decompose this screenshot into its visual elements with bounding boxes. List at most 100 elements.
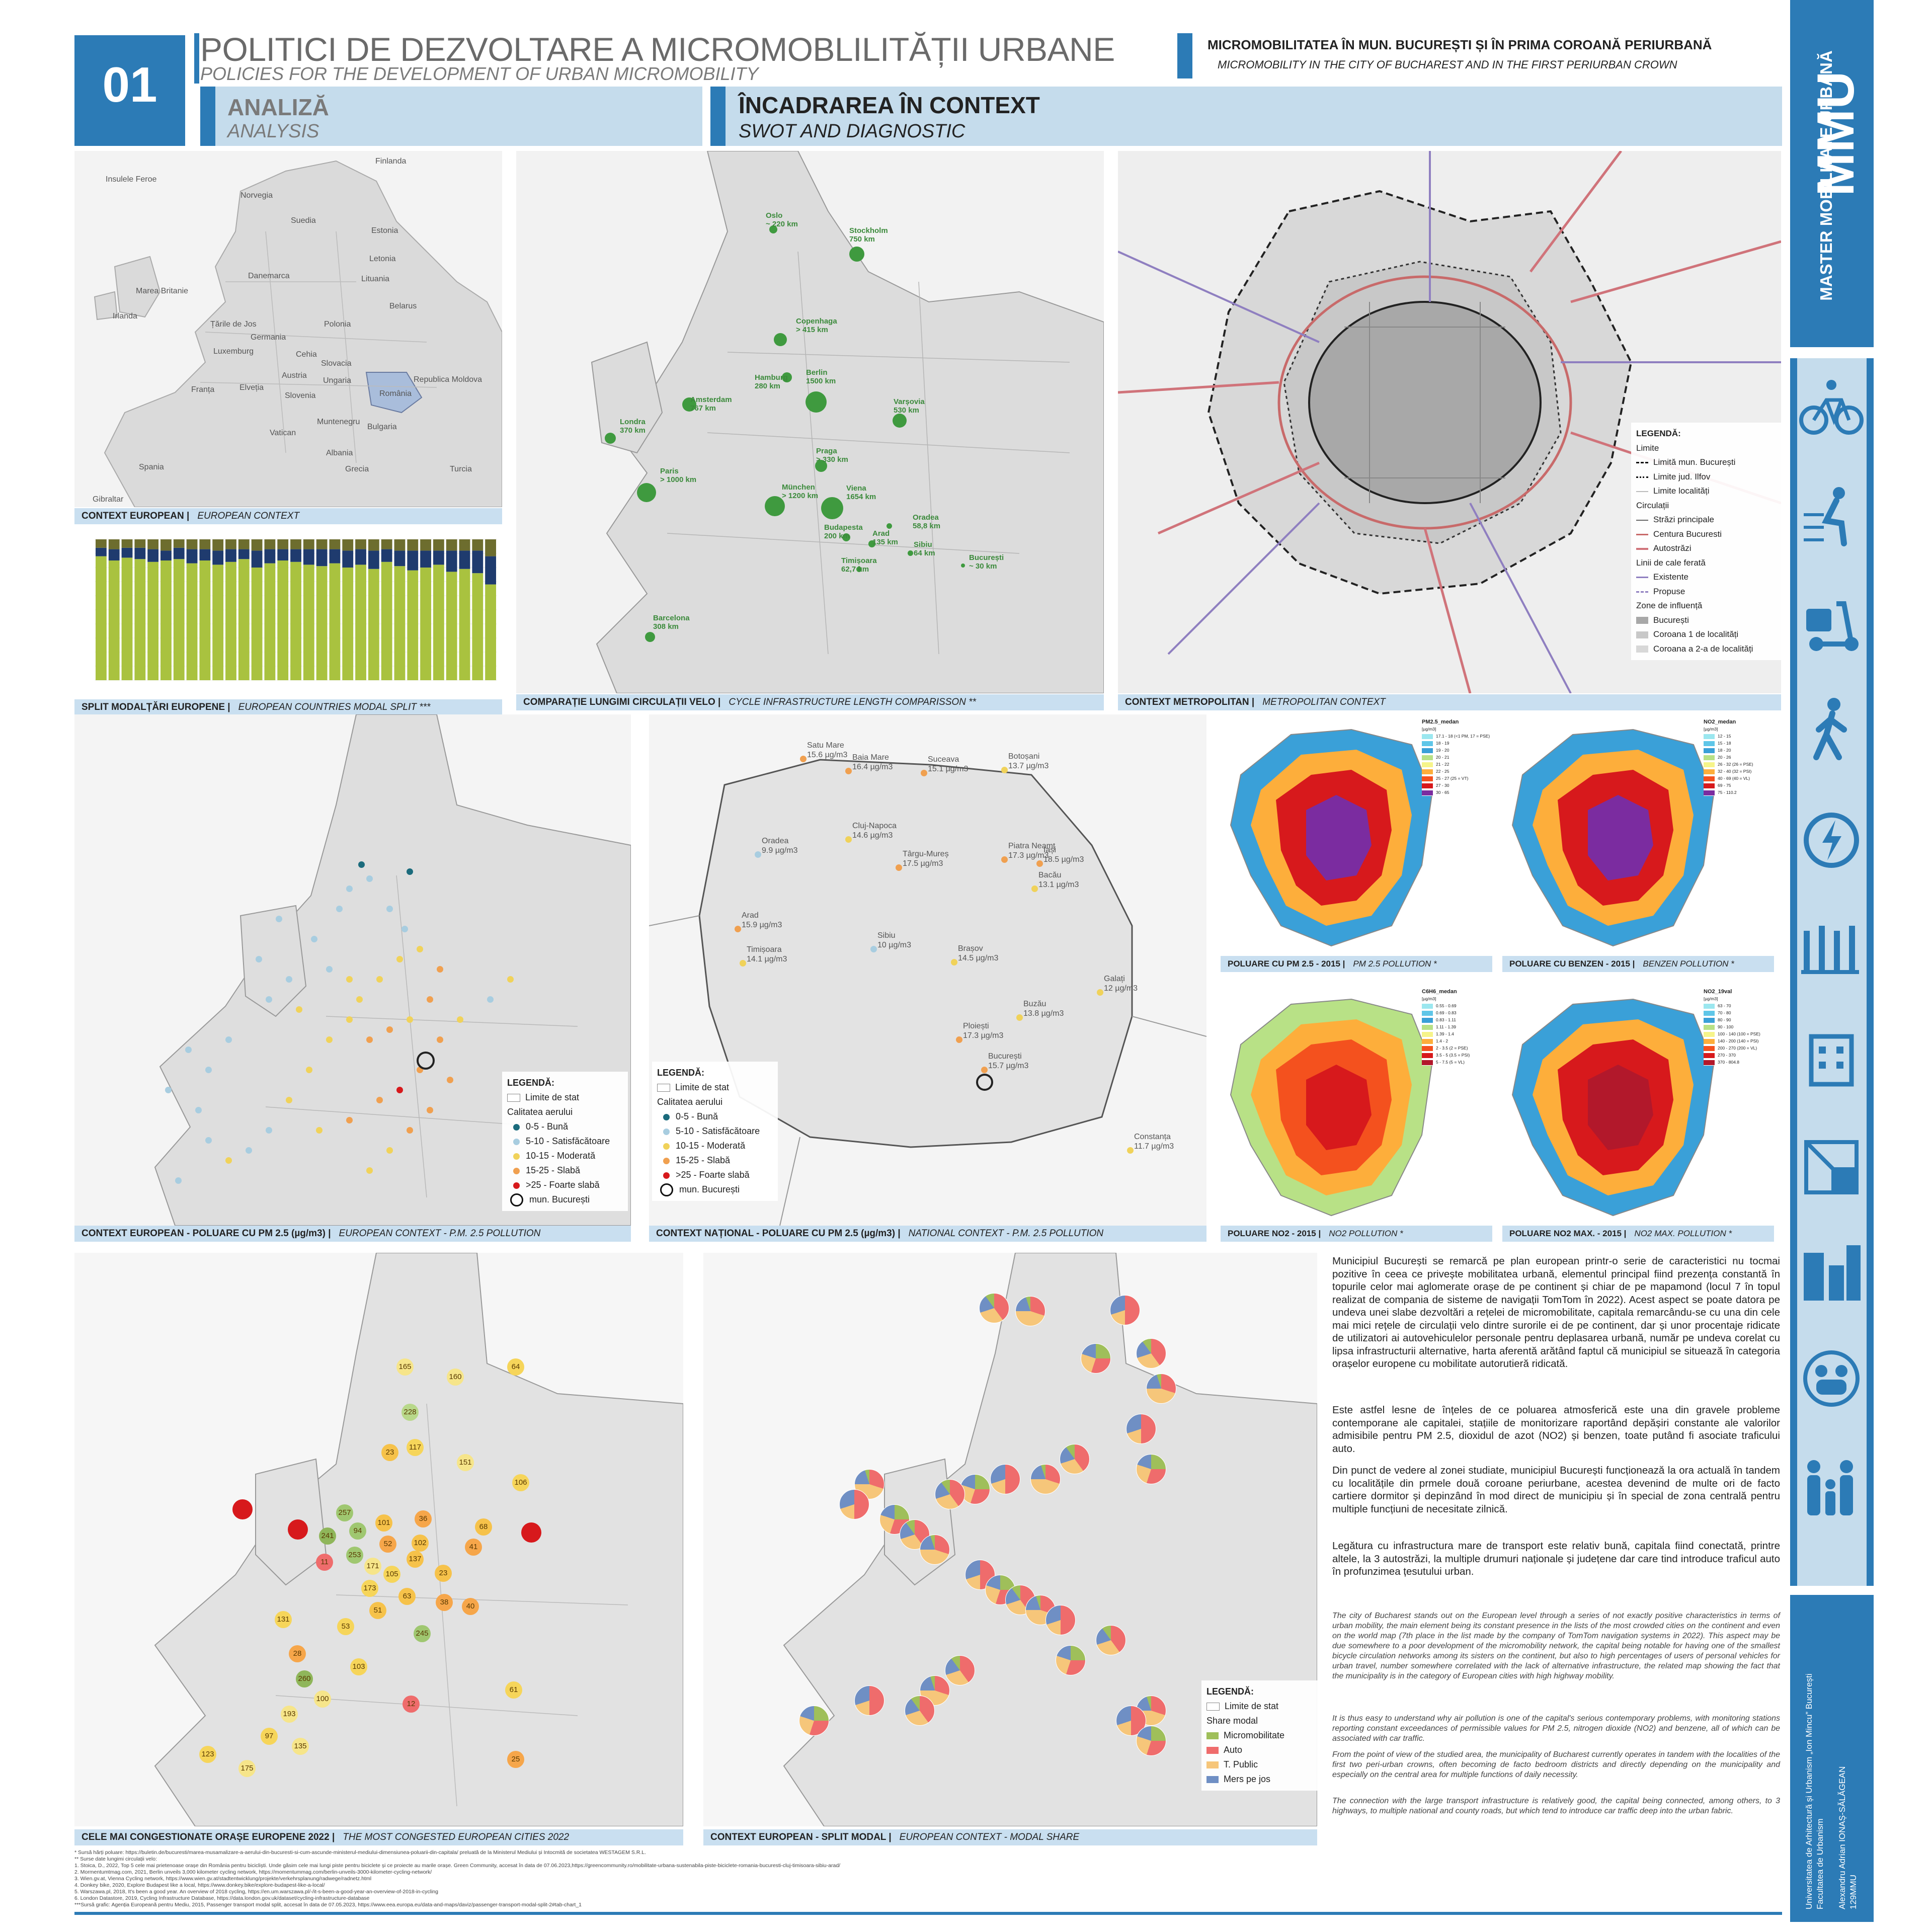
modal-share-pie <box>1136 1338 1166 1369</box>
section-bar-analysis <box>200 87 702 146</box>
pm-station-dot <box>1031 886 1038 892</box>
legend-item: 26 - 32 (26 = PSE) <box>1704 761 1773 768</box>
legend-swatch <box>1422 769 1433 774</box>
legend-label: Mers pe jos <box>1224 1774 1271 1784</box>
legend-item: 63 - 70 <box>1704 1002 1773 1009</box>
legend-label: 40 - 69 (40 = VL) <box>1718 776 1750 781</box>
modal-split-chart <box>74 529 502 695</box>
legend-dot <box>513 1153 520 1160</box>
map-label: Letonia <box>369 255 396 263</box>
bar-segment <box>225 549 236 562</box>
legend-item: 22 - 25 <box>1422 768 1491 775</box>
modal-share-pie <box>1146 1374 1176 1404</box>
congestion-circle: 38 <box>436 1594 453 1611</box>
congestion-circle: 52 <box>379 1536 396 1553</box>
congestion-circle: 23 <box>435 1565 452 1582</box>
map-icon <box>1796 1132 1867 1202</box>
pm-station-dot <box>386 906 393 912</box>
legend-item: Limite de stat <box>507 1090 623 1105</box>
city-bubble <box>769 225 777 233</box>
map-shape <box>1588 1065 1653 1150</box>
map-label: Norvegia <box>240 191 273 200</box>
bar-segment <box>238 549 250 559</box>
legend-item: Limite localități <box>1636 484 1781 499</box>
congestion-circle: 151 <box>457 1454 474 1471</box>
legend-title: NO2_19val <box>1704 989 1732 995</box>
legend-unit: [µg/m3] <box>1704 996 1718 1001</box>
legend-swatch <box>1422 734 1433 739</box>
caption-pm-europe: CONTEXT EUROPEAN - POLUARE CU PM 2.5 (µg… <box>74 1226 631 1242</box>
legend-swatch <box>1704 1045 1715 1051</box>
bar-segment <box>108 560 120 680</box>
pm-station-dot <box>1127 1147 1134 1154</box>
modal-share-pie <box>990 1464 1020 1494</box>
legend-item: mun. București <box>657 1182 773 1197</box>
legend-label: Auto <box>1224 1745 1243 1755</box>
pm-station-dot <box>447 1077 453 1083</box>
legend-swatch <box>1636 591 1648 593</box>
legend-label: 70 - 80 <box>1718 1010 1731 1015</box>
pm-station-dot <box>246 1147 252 1154</box>
legend-item: 0-5 - Bună <box>657 1109 773 1124</box>
legend-dot <box>513 1167 520 1174</box>
bar-segment <box>381 539 392 549</box>
pm-station-dot <box>1036 860 1043 867</box>
legend-title: C6H6_medan <box>1422 989 1457 995</box>
legend-label: Coroana 1 de localități <box>1653 629 1739 639</box>
legend-item: Limite jud. Ilfov <box>1636 470 1781 485</box>
bar-segment <box>147 549 159 562</box>
bar-segment <box>433 550 444 565</box>
legend-label: Propuse <box>1653 586 1685 596</box>
congestion-circle: 228 <box>401 1404 419 1421</box>
caption-ro: CELE MAI CONGESTIONATE ORAȘE EUROPENE 20… <box>82 1832 335 1842</box>
legend-swatch <box>1422 783 1433 788</box>
modal-share-pie <box>945 1655 975 1685</box>
bar-segment <box>186 563 198 680</box>
congestion-circle: 160 <box>447 1369 464 1386</box>
bar-segment <box>121 547 133 558</box>
map-label: Țările de Jos <box>210 320 257 329</box>
caption-en: CYCLE INFRASTRUCTURE LENGTH COMPARISSON … <box>729 697 976 707</box>
text-en-1: The city of Bucharest stands out on the … <box>1332 1612 1780 1680</box>
bucharest-marker <box>976 1074 993 1091</box>
cycle-city-label: Hamburg 280 km <box>755 373 788 390</box>
legend-item: 90 - 100 <box>1704 1023 1773 1030</box>
legend-label: Limite jud. Ilfov <box>1653 471 1711 481</box>
european-context-map: Finlanda Insulele Feroe Norvegia Suedia … <box>74 151 502 507</box>
bucharest-pm-map: PM2.5_medan [µg/m3] 17.1 - 18 (<1 PM, 17 =… <box>1221 714 1492 955</box>
pm-station-label: Ploiești 17.3 µg/m3 <box>963 1022 1004 1040</box>
bar-segment <box>355 565 366 680</box>
caption-pm: POLUARE CU PM 2.5 - 2015 | PM 2.5 POLLUTI… <box>1221 956 1492 972</box>
congestion-circle: 137 <box>407 1551 424 1568</box>
pm-station-dot <box>845 836 852 843</box>
modal-share-pie <box>1060 1444 1090 1474</box>
legend-title: LEGENDĂ: <box>1636 429 1681 438</box>
modal-share-pie <box>1081 1343 1111 1374</box>
legend-label: >25 - Foarte slabă <box>526 1180 600 1190</box>
bar-segment <box>459 550 470 569</box>
legend-dot <box>663 1143 670 1150</box>
bar-segment <box>134 559 146 680</box>
pm-station-dot <box>346 886 353 892</box>
pm-station-dot <box>205 1067 212 1073</box>
legend-label: București <box>1653 615 1689 625</box>
bar-segment <box>407 550 419 571</box>
caption-metropolitan: CONTEXT METROPOLITAN | METROPOLITAN CONTE… <box>1118 694 1781 710</box>
pm-station-dot <box>185 1046 192 1053</box>
pm-station-dot <box>356 996 363 1003</box>
bar-segment <box>342 568 354 680</box>
congestion-circle: 117 <box>407 1439 424 1456</box>
pm-station-dot <box>358 861 365 868</box>
cycle-city-label: Londra 370 km <box>620 418 646 435</box>
legend-label: 5-10 - Satisfăcătoare <box>526 1136 610 1146</box>
congestion-circle: 260 <box>296 1670 313 1687</box>
pm-station-dot <box>951 959 957 965</box>
legend-title: PM2.5_medan <box>1422 719 1459 725</box>
bar-segment <box>381 561 392 680</box>
pm-station-dot <box>921 770 927 776</box>
bar-segment <box>186 549 198 564</box>
caption-ro: POLUARE NO2 MAX. - 2015 | <box>1509 1229 1627 1238</box>
legend-item: 27 - 30 <box>1422 782 1491 789</box>
caption-european-context: CONTEXT EUROPEAN | EUROPEAN CONTEXT <box>74 508 502 524</box>
bar-segment <box>420 550 431 568</box>
